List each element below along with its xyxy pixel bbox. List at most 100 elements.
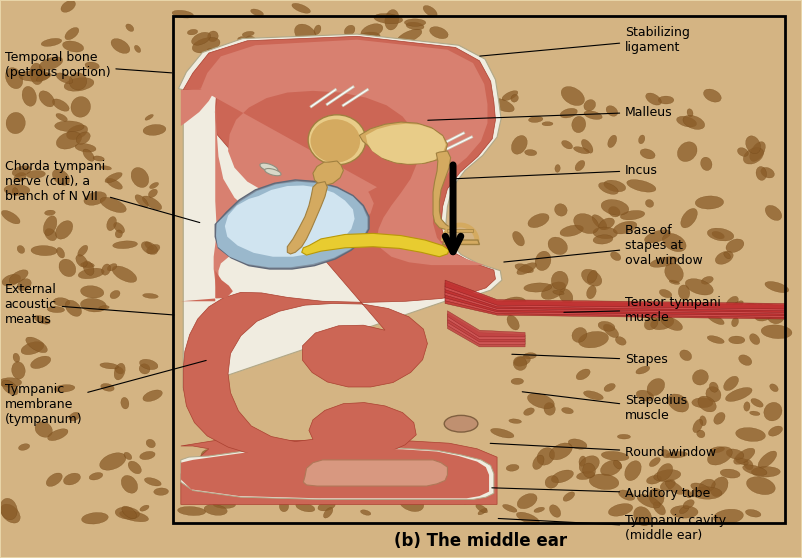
Text: Tensor tympani
muscle: Tensor tympani muscle xyxy=(564,296,721,324)
Ellipse shape xyxy=(572,116,585,133)
Ellipse shape xyxy=(26,337,47,353)
Ellipse shape xyxy=(720,469,740,478)
Ellipse shape xyxy=(512,232,525,246)
Ellipse shape xyxy=(217,62,233,73)
Ellipse shape xyxy=(57,247,65,258)
Ellipse shape xyxy=(6,112,26,134)
Ellipse shape xyxy=(200,450,217,466)
Polygon shape xyxy=(448,317,525,342)
Ellipse shape xyxy=(310,119,360,163)
Ellipse shape xyxy=(114,223,124,233)
Ellipse shape xyxy=(26,170,46,178)
Ellipse shape xyxy=(110,290,120,299)
Ellipse shape xyxy=(76,254,87,267)
Ellipse shape xyxy=(207,49,219,55)
Ellipse shape xyxy=(697,430,705,438)
Ellipse shape xyxy=(687,109,693,117)
Ellipse shape xyxy=(115,507,140,519)
Polygon shape xyxy=(180,447,494,499)
Ellipse shape xyxy=(533,455,544,469)
Ellipse shape xyxy=(609,503,633,516)
Ellipse shape xyxy=(258,472,282,479)
Ellipse shape xyxy=(336,472,352,488)
Ellipse shape xyxy=(515,264,533,273)
Ellipse shape xyxy=(213,69,237,86)
Ellipse shape xyxy=(735,458,748,465)
Ellipse shape xyxy=(296,503,315,512)
Ellipse shape xyxy=(83,261,94,276)
Ellipse shape xyxy=(444,415,478,432)
Ellipse shape xyxy=(35,422,52,437)
Ellipse shape xyxy=(147,244,160,254)
Ellipse shape xyxy=(691,483,710,493)
Ellipse shape xyxy=(192,32,211,45)
Ellipse shape xyxy=(336,37,358,51)
Text: Tympanic cavity
(middle ear): Tympanic cavity (middle ear) xyxy=(498,514,727,542)
Ellipse shape xyxy=(528,214,549,228)
Ellipse shape xyxy=(544,402,555,415)
Ellipse shape xyxy=(13,187,18,195)
Ellipse shape xyxy=(579,456,599,473)
Ellipse shape xyxy=(2,380,18,395)
Ellipse shape xyxy=(692,370,708,385)
Ellipse shape xyxy=(576,369,590,380)
Ellipse shape xyxy=(524,353,537,359)
Ellipse shape xyxy=(386,54,397,60)
Ellipse shape xyxy=(701,157,712,171)
Ellipse shape xyxy=(615,336,626,345)
Ellipse shape xyxy=(610,252,621,261)
Ellipse shape xyxy=(498,297,526,314)
Ellipse shape xyxy=(265,169,281,176)
Ellipse shape xyxy=(764,402,782,421)
Ellipse shape xyxy=(55,384,75,392)
Ellipse shape xyxy=(516,263,537,275)
Ellipse shape xyxy=(12,362,25,379)
Ellipse shape xyxy=(572,328,587,343)
Ellipse shape xyxy=(100,198,126,213)
Ellipse shape xyxy=(636,390,654,401)
Ellipse shape xyxy=(260,163,277,172)
Text: Malleus: Malleus xyxy=(427,105,673,121)
Ellipse shape xyxy=(593,235,613,244)
Ellipse shape xyxy=(135,45,140,52)
Ellipse shape xyxy=(47,306,65,312)
Ellipse shape xyxy=(0,378,22,387)
Polygon shape xyxy=(445,297,785,319)
Ellipse shape xyxy=(128,461,141,474)
Ellipse shape xyxy=(69,73,87,90)
Ellipse shape xyxy=(751,398,764,407)
Ellipse shape xyxy=(606,105,618,116)
Ellipse shape xyxy=(758,451,776,468)
Ellipse shape xyxy=(374,13,403,24)
Ellipse shape xyxy=(105,172,122,182)
Ellipse shape xyxy=(589,474,619,489)
Ellipse shape xyxy=(695,196,723,209)
Ellipse shape xyxy=(149,182,159,189)
Polygon shape xyxy=(433,151,451,230)
Ellipse shape xyxy=(101,383,114,391)
Ellipse shape xyxy=(111,39,130,54)
Ellipse shape xyxy=(423,56,447,73)
Ellipse shape xyxy=(81,262,95,268)
Ellipse shape xyxy=(549,505,561,517)
Ellipse shape xyxy=(242,31,254,36)
Ellipse shape xyxy=(634,507,651,526)
Ellipse shape xyxy=(584,111,602,119)
Ellipse shape xyxy=(678,142,697,162)
Ellipse shape xyxy=(361,23,383,38)
Ellipse shape xyxy=(707,447,732,465)
Ellipse shape xyxy=(476,504,488,513)
Ellipse shape xyxy=(121,397,129,409)
Ellipse shape xyxy=(551,271,568,290)
Ellipse shape xyxy=(427,487,452,498)
Ellipse shape xyxy=(6,68,22,89)
Ellipse shape xyxy=(654,470,681,482)
Ellipse shape xyxy=(146,439,156,448)
Text: Stabilizing
ligament: Stabilizing ligament xyxy=(480,26,690,56)
Ellipse shape xyxy=(529,117,543,122)
Polygon shape xyxy=(180,90,374,293)
Ellipse shape xyxy=(318,502,335,511)
Ellipse shape xyxy=(573,214,599,234)
Ellipse shape xyxy=(726,239,744,252)
Ellipse shape xyxy=(31,246,58,256)
